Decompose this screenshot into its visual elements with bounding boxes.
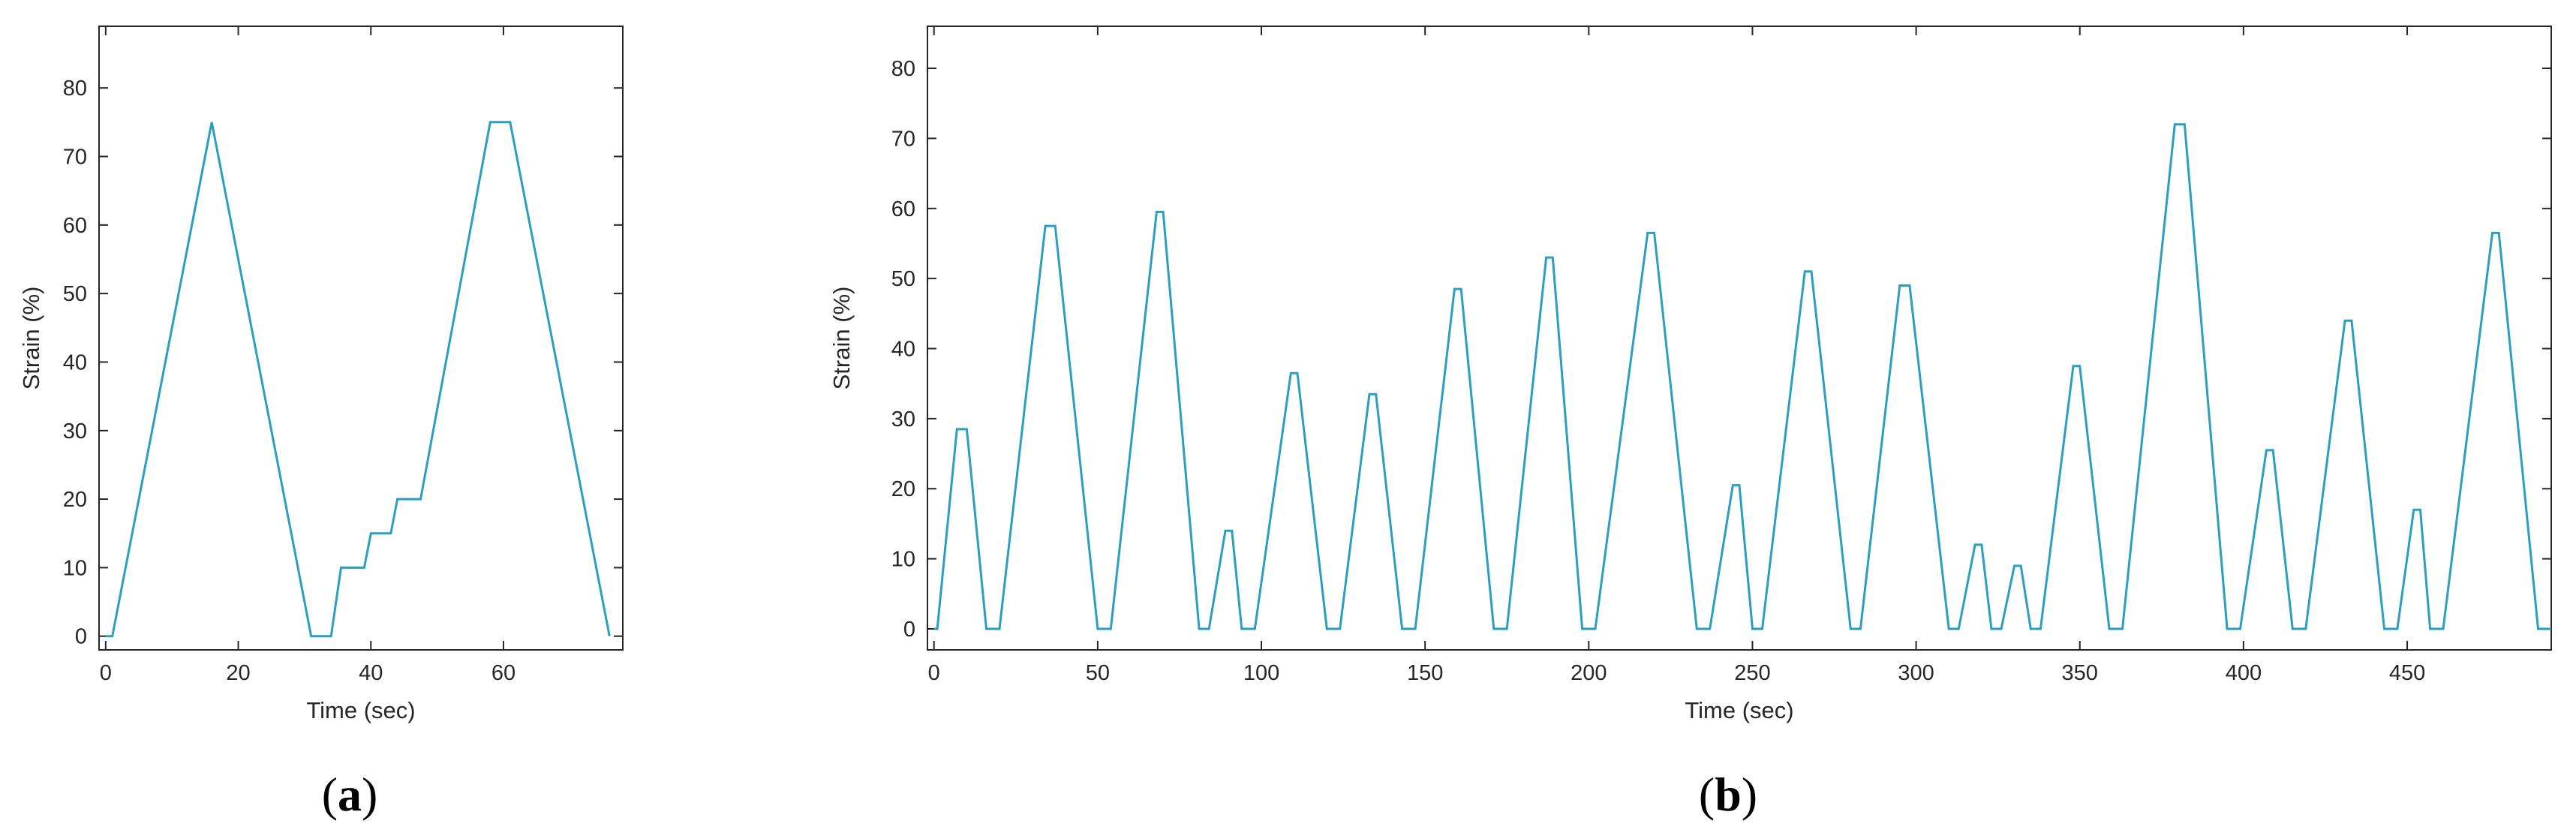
y-axis-label: Strain (%) (18, 287, 44, 390)
panel-label: (a) (322, 768, 378, 821)
y-tick-label: 60 (63, 214, 87, 238)
plot-frame (98, 26, 624, 651)
x-tick-label: 0 (928, 661, 940, 685)
y-tick-label: 70 (891, 127, 915, 151)
strain-series-line (105, 121, 611, 638)
y-tick-label: 20 (891, 477, 915, 501)
chart-panel-b: 0 50 100 150 200 250 300 350 400 450 0 10 20 30 40 50 60… (828, 26, 2552, 821)
y-tick-label: 0 (903, 618, 915, 642)
y-tick-label: 70 (63, 146, 87, 170)
x-tick-label: 0 (100, 661, 112, 685)
y-tick-label: 10 (891, 548, 915, 572)
x-tick-label: 40 (359, 661, 383, 685)
chart-panel-a: 0 20 40 60 0 10 20 30 40 50 60 70 80 Time (sec) Strain… (18, 26, 624, 821)
x-axis-label: Time (sec) (1685, 697, 1793, 723)
panel-label: (b) (1699, 768, 1757, 821)
y-tick-label: 40 (63, 350, 87, 374)
x-tick-label: 150 (1407, 661, 1443, 685)
x-tick-label: 50 (1086, 661, 1110, 685)
y-tick-label: 80 (891, 57, 915, 81)
x-tick-label: 350 (2062, 661, 2098, 685)
y-tick-label: 80 (63, 77, 87, 101)
plot-frame (927, 26, 2552, 651)
x-tick-label: 250 (1734, 661, 1770, 685)
y-tick-label: 0 (75, 625, 87, 649)
y-tick-label: 30 (63, 420, 87, 444)
y-tick-label: 50 (891, 267, 915, 291)
y-tick-label: 60 (891, 197, 915, 221)
y-tick-label: 50 (63, 282, 87, 306)
y-axis-label: Strain (%) (828, 287, 855, 390)
x-tick-label: 60 (491, 661, 516, 685)
x-axis-label: Time (sec) (306, 697, 415, 723)
strain-series-line (933, 123, 2551, 630)
x-tick-label: 20 (226, 661, 250, 685)
x-tick-label: 100 (1243, 661, 1279, 685)
y-tick-label: 20 (63, 488, 87, 512)
x-tick-label: 450 (2389, 661, 2425, 685)
x-tick-label: 400 (2226, 661, 2262, 685)
x-tick-label: 300 (1898, 661, 1934, 685)
y-tick-label: 40 (891, 338, 915, 362)
y-tick-label: 30 (891, 407, 915, 432)
x-tick-label: 200 (1571, 661, 1607, 685)
y-tick-label: 10 (63, 556, 87, 580)
